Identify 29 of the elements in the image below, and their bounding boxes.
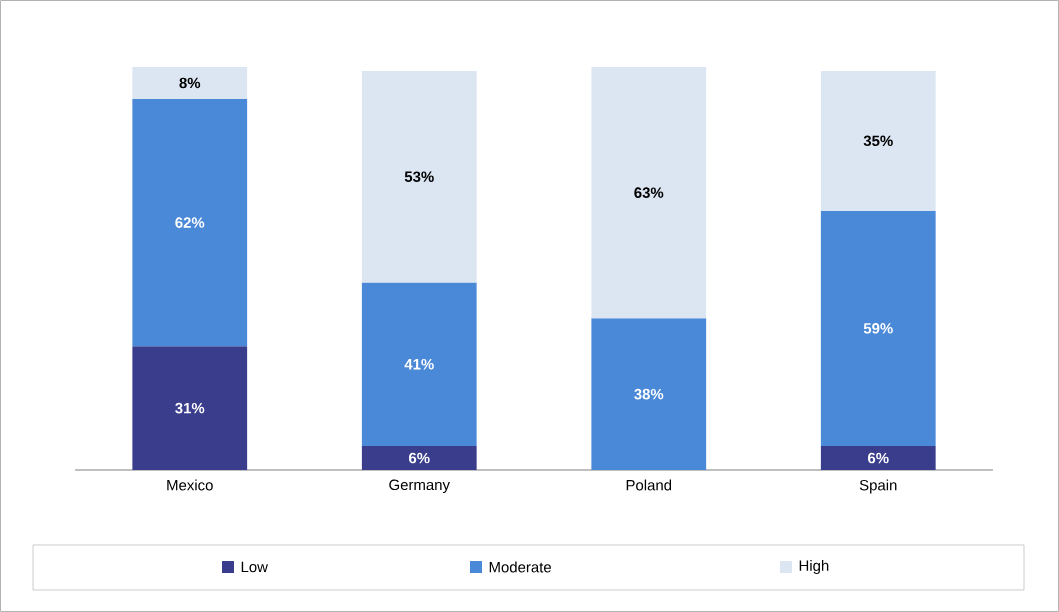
data-label: 6% [868, 452, 889, 464]
data-label: 6% [409, 452, 430, 464]
legend-label: High [799, 560, 829, 574]
x-tick-label: Poland [626, 479, 672, 491]
bar [132, 98, 248, 347]
bar [820, 446, 936, 470]
bar [591, 66, 707, 319]
data-label: 8% [179, 77, 201, 89]
bar [132, 66, 248, 99]
legend-label: Moderate [489, 561, 551, 573]
bar [820, 210, 936, 447]
bar [591, 318, 707, 470]
data-label: 38% [634, 388, 664, 400]
legend-label: Low [241, 561, 268, 573]
x-tick-label: Mexico [167, 479, 213, 491]
bar [361, 446, 477, 470]
data-label: 41% [404, 359, 434, 370]
bar [820, 70, 936, 211]
bar [132, 346, 248, 470]
data-label: 53% [404, 171, 434, 183]
x-tick-label: Spain [859, 479, 897, 494]
x-tick-label: Germany [389, 479, 450, 494]
data-label: 62% [175, 217, 205, 228]
bar [361, 282, 477, 447]
data-label: 35% [863, 135, 893, 147]
data-label: 63% [634, 187, 664, 198]
bar [361, 70, 477, 283]
data-label: 31% [175, 402, 205, 414]
data-label: 59% [863, 323, 893, 334]
